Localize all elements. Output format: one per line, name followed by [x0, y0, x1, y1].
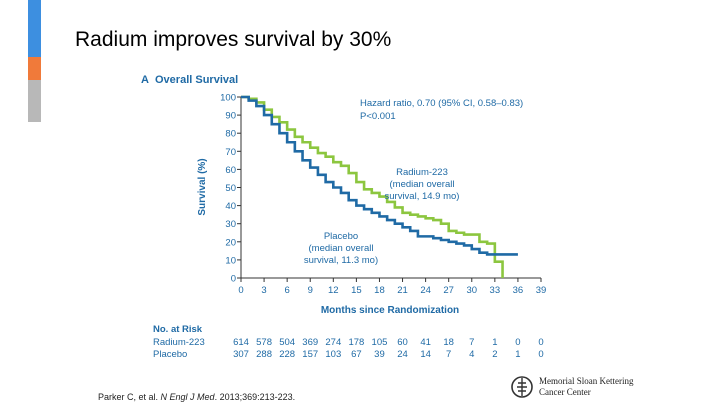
at-risk-value: 4	[469, 349, 474, 360]
mskcc-logo: Memorial Sloan Kettering Cancer Center	[508, 372, 648, 402]
x-tick-label: 36	[513, 285, 524, 296]
at-risk-value: 0	[538, 349, 543, 360]
at-risk-value: 24	[397, 349, 408, 360]
y-tick-label: 20	[225, 237, 236, 248]
x-tick-label: 9	[308, 285, 313, 296]
accent-bar-orange	[28, 57, 41, 80]
at-risk-value: 228	[279, 349, 295, 360]
y-tick-label: 80	[225, 129, 236, 140]
at-risk-value: 60	[397, 337, 408, 348]
at-risk-value: 0	[538, 337, 543, 348]
panel-label: A	[141, 74, 149, 86]
at-risk-value: 578	[256, 337, 272, 348]
hazard-ratio-text: Hazard ratio, 0.70 (95% CI, 0.58–0.83) P<…	[360, 98, 523, 122]
at-risk-value: 178	[348, 337, 364, 348]
citation-authors: Parker C, et al.	[98, 392, 161, 402]
accent-bar-blue	[28, 0, 41, 57]
x-tick-label: 6	[285, 285, 290, 296]
series-label-line: (median overall	[309, 243, 374, 254]
x-tick-label: 18	[374, 285, 385, 296]
logo-line-2: Cancer Center	[539, 387, 591, 397]
x-tick-label: 12	[328, 285, 339, 296]
series-label-line: (median overall	[390, 179, 455, 190]
y-tick-label: 70	[225, 147, 236, 158]
x-tick-label: 3	[261, 285, 266, 296]
at-risk-value: 39	[374, 349, 385, 360]
at-risk-value: 0	[515, 337, 520, 348]
at-risk-value: 288	[256, 349, 272, 360]
y-tick-label: 100	[220, 93, 236, 104]
x-tick-label: 27	[443, 285, 454, 296]
at-risk-value: 369	[302, 337, 318, 348]
logo-line-1: Memorial Sloan Kettering	[539, 376, 634, 386]
at-risk-row-label: Placebo	[153, 349, 187, 360]
series-label-line: Placebo	[324, 231, 358, 242]
at-risk-value: 41	[420, 337, 431, 348]
at-risk-value: 18	[443, 337, 454, 348]
series-line-radium	[241, 95, 504, 278]
series-layer	[241, 95, 518, 278]
x-tick-label: 33	[490, 285, 501, 296]
chart-title: Overall Survival	[155, 74, 238, 86]
at-risk-value: 504	[279, 337, 295, 348]
at-risk-value: 274	[325, 337, 341, 348]
x-axis-label: Months since Randomization	[321, 305, 459, 316]
series-label-line: Radium-223	[396, 167, 448, 178]
series-label-line: survival, 14.9 mo)	[385, 191, 460, 202]
at-risk-value: 2	[492, 349, 497, 360]
series-line-placebo	[241, 95, 518, 256]
x-tick-label: 15	[351, 285, 362, 296]
at-risk-value: 1	[515, 349, 520, 360]
at-risk-value: 157	[302, 349, 318, 360]
x-tick-label: 30	[466, 285, 477, 296]
at-risk-value: 614	[233, 337, 249, 348]
accent-bar-gray	[28, 80, 41, 122]
at-risk-value: 7	[446, 349, 451, 360]
at-risk-value: 1	[492, 337, 497, 348]
citation: Parker C, et al. N Engl J Med. 2013;369:…	[98, 392, 295, 402]
at-risk-value: 7	[469, 337, 474, 348]
y-tick-label: 40	[225, 201, 236, 212]
at-risk-header: No. at Risk	[153, 324, 203, 335]
y-tick-label: 50	[225, 183, 236, 194]
y-tick-label: 30	[225, 219, 236, 230]
x-tick-label: 39	[536, 285, 547, 296]
at-risk-value: 67	[351, 349, 362, 360]
citation-journal: N Engl J Med	[160, 392, 215, 402]
series-label-line: survival, 11.3 mo)	[304, 255, 378, 266]
slide-title: Radium improves survival by 30%	[75, 28, 392, 51]
citation-rest: . 2013;369:213-223.	[214, 392, 296, 402]
hazard-line: Hazard ratio, 0.70 (95% CI, 0.58–0.83)	[360, 98, 523, 109]
y-tick-label: 10	[225, 255, 236, 266]
y-tick-label: 90	[225, 111, 236, 122]
x-tick-label: 21	[397, 285, 408, 296]
mskcc-emblem-icon	[511, 376, 533, 398]
x-tick-label: 24	[420, 285, 431, 296]
at-risk-value: 307	[233, 349, 249, 360]
at-risk-value: 103	[325, 349, 341, 360]
y-axis-label: Survival (%)	[197, 158, 208, 215]
at-risk-value: 105	[372, 337, 388, 348]
y-tick-label: 0	[231, 274, 236, 285]
at-risk-value: 14	[420, 349, 431, 360]
y-tick-label: 60	[225, 165, 236, 176]
x-tick-label: 0	[238, 285, 243, 296]
at-risk-row-label: Radium-223	[153, 337, 205, 348]
hazard-line: P<0.001	[360, 111, 396, 122]
